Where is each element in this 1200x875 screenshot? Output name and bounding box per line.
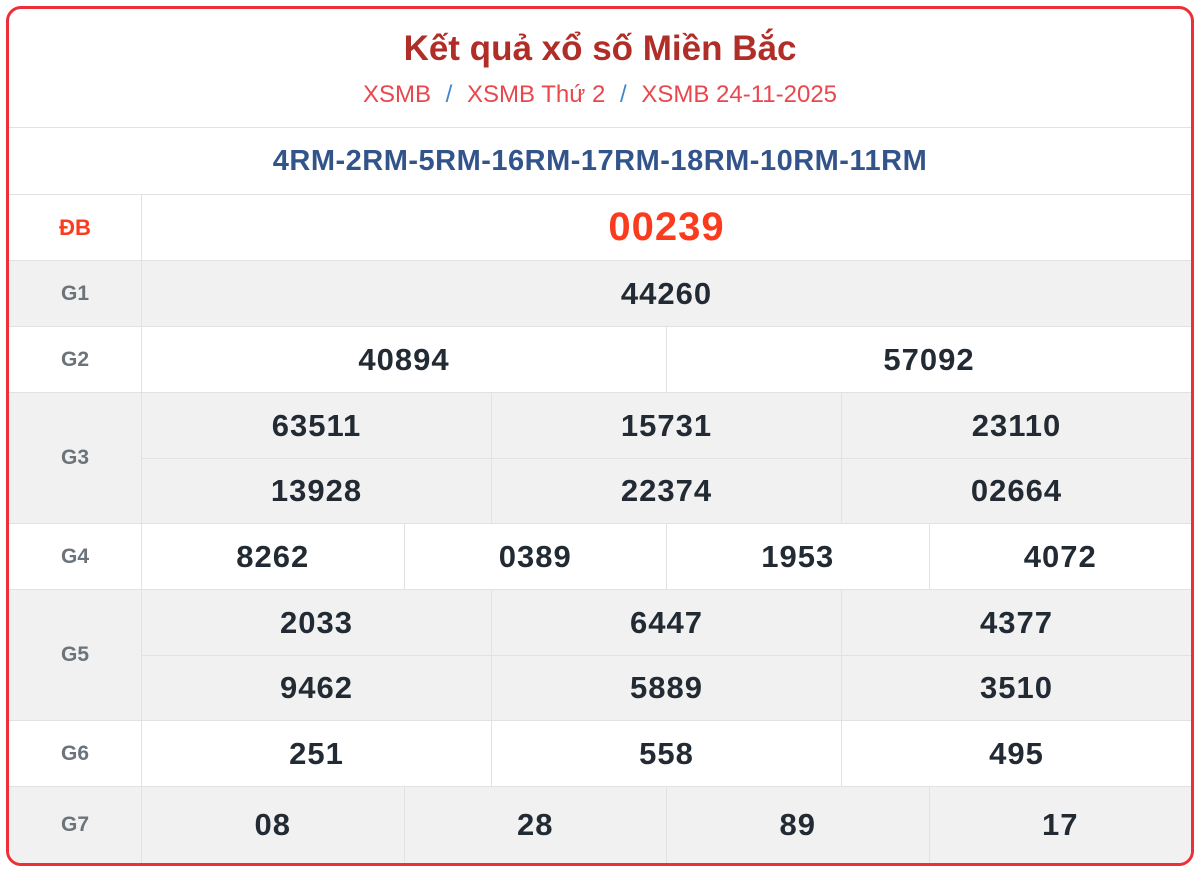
prize-values: 40894 57092 [142, 327, 1191, 392]
prize-values: 2033 6447 4377 9462 5889 3510 [142, 590, 1191, 720]
prize-label: G3 [9, 393, 142, 523]
results-table: ĐB 00239 G1 44260 G2 40894 57092 G3 63511 15731 23… [9, 194, 1191, 863]
prize-values: 00239 [142, 195, 1191, 260]
prize-values: 251 558 495 [142, 721, 1191, 786]
prize-line: 9462 5889 3510 [142, 655, 1191, 720]
prize-line: 40894 57092 [142, 327, 1191, 392]
prize-row-g7: G7 08 28 89 17 [9, 786, 1191, 863]
prize-number: 63511 [271, 407, 362, 443]
prize-number: 00239 [608, 205, 725, 249]
prize-number: 17 [928, 787, 1192, 863]
prize-line: 13928 22374 02664 [142, 458, 1191, 523]
prize-number: 89 [666, 787, 929, 863]
page-title: Kết quả xổ số Miền Bắc [403, 29, 797, 68]
breadcrumb-link-xsmb-date[interactable]: XSMB 24-11-2025 [641, 81, 838, 108]
prize-number: 23110 [841, 393, 1191, 458]
prize-line: 00239 [142, 195, 1191, 260]
prize-row-g5: G5 2033 6447 4377 9462 5889 3510 [9, 589, 1191, 720]
prize-values: 63511 15731 23110 13928 22374 02664 [142, 393, 1191, 523]
result-header: Kết quả xổ số Miền Bắc XSMB / XSMB Thứ 2… [9, 9, 1191, 128]
prize-number: 28 [403, 787, 667, 863]
prize-line: 2033 6447 4377 [142, 590, 1191, 655]
prize-line: 251 558 495 [142, 721, 1191, 786]
prize-label: G6 [9, 721, 142, 786]
prize-number: 44260 [620, 275, 713, 311]
prize-values: 44260 [142, 261, 1191, 326]
prize-label: G7 [9, 787, 142, 863]
prize-label: ĐB [9, 195, 142, 260]
prize-label: G1 [9, 261, 142, 326]
prize-number: 251 [289, 735, 344, 771]
prize-label: G2 [9, 327, 142, 392]
prize-number: 22374 [491, 459, 841, 523]
prize-number: 13928 [270, 473, 363, 508]
prize-number: 02664 [841, 459, 1191, 523]
prize-number: 9462 [280, 670, 353, 705]
prize-number: 0389 [403, 524, 667, 589]
prize-line: 44260 [142, 261, 1191, 326]
prize-label: G4 [9, 524, 142, 589]
prize-number: 4377 [841, 590, 1191, 655]
prize-number: 57092 [666, 327, 1191, 392]
prize-values: 08 28 89 17 [142, 787, 1191, 863]
prize-label: G5 [9, 590, 142, 720]
prize-number: 3510 [841, 656, 1191, 720]
prize-values: 8262 0389 1953 4072 [142, 524, 1191, 589]
prize-number: 558 [491, 721, 841, 786]
prize-row-đb: ĐB 00239 [9, 194, 1191, 260]
prize-row-g6: G6 251 558 495 [9, 720, 1191, 786]
prize-line: 63511 15731 23110 [142, 393, 1191, 458]
prize-row-g3: G3 63511 15731 23110 13928 22374 02664 [9, 392, 1191, 523]
prize-number: 4072 [928, 524, 1192, 589]
prize-number: 2033 [280, 604, 353, 640]
prize-number: 1953 [666, 524, 929, 589]
prize-number: 15731 [491, 393, 841, 458]
special-code-line: 4RM-2RM-5RM-16RM-17RM-18RM-10RM-11RM [272, 144, 928, 177]
prize-number: 08 [254, 807, 291, 842]
prize-line: 8262 0389 1953 4072 [142, 524, 1191, 589]
breadcrumb-link-xsmb[interactable]: XSMB [362, 81, 431, 108]
breadcrumb-link-xsmb-weekday[interactable]: XSMB Thứ 2 [467, 81, 606, 108]
prize-row-g4: G4 8262 0389 1953 4072 [9, 523, 1191, 589]
prize-number: 6447 [491, 590, 841, 655]
prize-number: 5889 [491, 656, 841, 720]
prize-line: 08 28 89 17 [142, 787, 1191, 863]
breadcrumb-separator: / [620, 81, 627, 108]
prize-number: 8262 [236, 538, 310, 574]
prize-row-g2: G2 40894 57092 [9, 326, 1191, 392]
breadcrumb: XSMB / XSMB Thứ 2 / XSMB 24-11-2025 [9, 79, 1191, 111]
breadcrumb-separator: / [445, 81, 453, 108]
prize-number: 40894 [358, 341, 450, 377]
prize-number: 495 [841, 721, 1191, 786]
lottery-result-card: Kết quả xổ số Miền Bắc XSMB / XSMB Thứ 2… [6, 6, 1194, 866]
prize-row-g1: G1 44260 [9, 260, 1191, 326]
